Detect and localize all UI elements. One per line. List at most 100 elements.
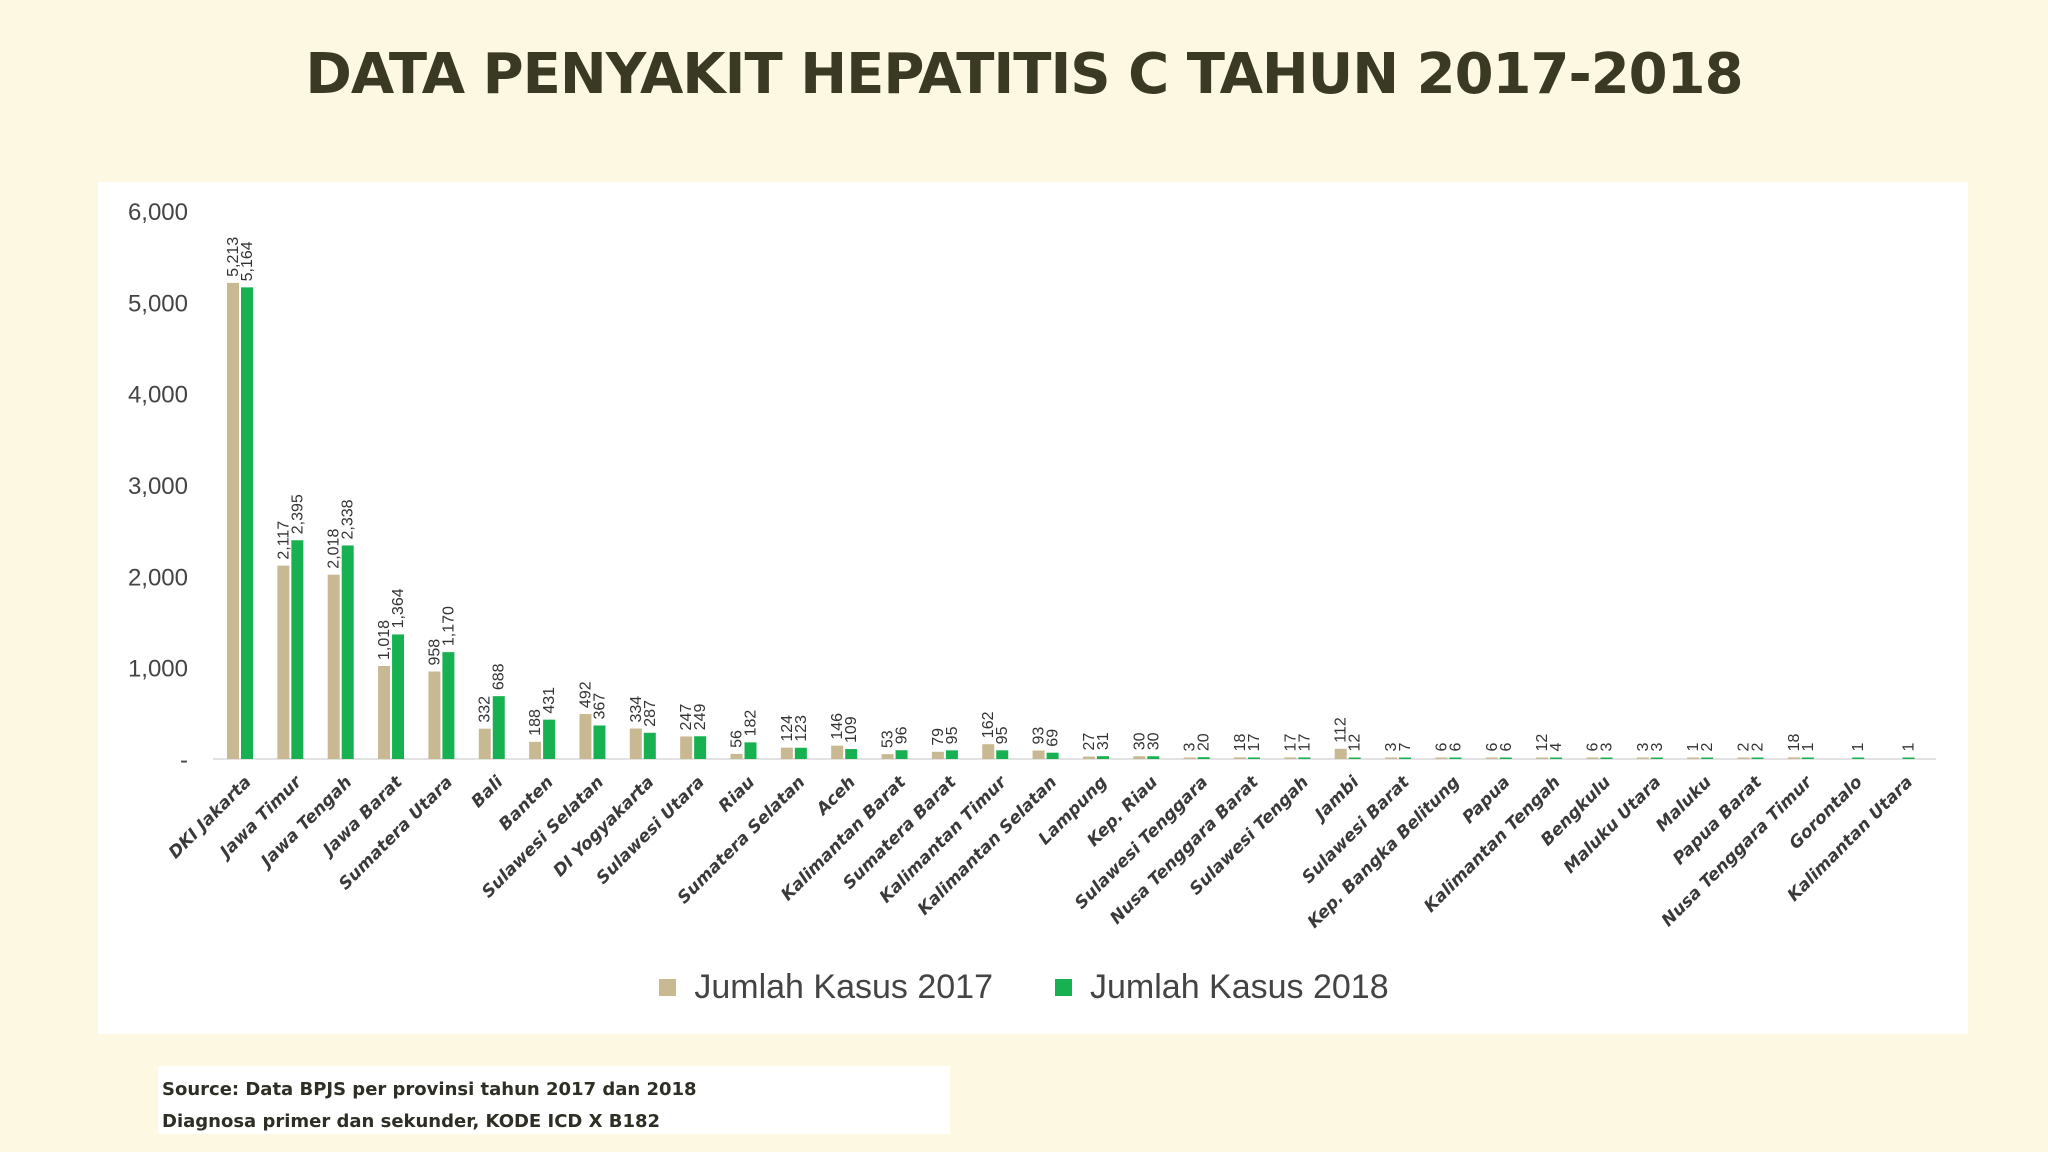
bar-2018 xyxy=(1852,757,1865,759)
data-label-2017: 1 xyxy=(1685,743,1702,752)
data-label-2018: 12 xyxy=(1347,734,1364,752)
data-label-2017: 112 xyxy=(1333,717,1350,743)
data-label-2017: 492 xyxy=(577,681,594,708)
data-label-2018: 1 xyxy=(1901,743,1918,752)
data-label-2018: 688 xyxy=(491,663,508,690)
data-label-2017: 18 xyxy=(1232,733,1249,751)
data-label-2017: 2 xyxy=(1736,743,1753,752)
bar-2018 xyxy=(1399,757,1412,759)
bar-2017 xyxy=(529,741,542,759)
bar-2018 xyxy=(744,742,757,759)
bar-2017 xyxy=(931,751,944,759)
bar-2017 xyxy=(1586,757,1599,759)
legend-label-2017: Jumlah Kasus 2017 xyxy=(694,967,993,1006)
bar-2017 xyxy=(730,753,743,759)
data-label-2018: 95 xyxy=(994,726,1011,744)
bar-2018 xyxy=(442,652,455,759)
bar-2017 xyxy=(277,565,290,759)
bar-2018 xyxy=(1751,757,1764,759)
data-label-2017: 162 xyxy=(980,711,997,738)
bar-2018 xyxy=(945,750,958,759)
data-label-2018: 2 xyxy=(1750,743,1767,752)
data-label-2018: 96 xyxy=(894,726,911,744)
legend-swatch-2018 xyxy=(1055,978,1072,996)
data-label-2017: 3 xyxy=(1182,743,1199,752)
data-label-2018: 5,164 xyxy=(239,241,256,281)
bar-2018 xyxy=(1096,756,1109,759)
data-label-2017: 188 xyxy=(527,709,544,736)
bar-2018 xyxy=(1650,757,1663,759)
category-label: Aceh xyxy=(811,772,859,820)
data-label-2018: 2,395 xyxy=(289,494,306,534)
data-label-2017: 146 xyxy=(829,713,846,740)
bar-2017 xyxy=(680,736,693,759)
bar-2018 xyxy=(1449,757,1462,759)
data-label-2018: 287 xyxy=(642,700,659,727)
data-label-2017: 5,213 xyxy=(225,237,242,277)
bar-2017 xyxy=(1334,748,1347,759)
data-label-2018: 17 xyxy=(1296,734,1313,752)
data-label-2017: 2,117 xyxy=(275,521,292,560)
data-label-2018: 20 xyxy=(1196,733,1213,751)
bar-2018 xyxy=(492,696,505,759)
data-label-2017: 56 xyxy=(729,730,746,748)
data-label-2017: 12 xyxy=(1534,734,1551,752)
data-label-2018: 367 xyxy=(591,693,608,720)
data-label-2017: 124 xyxy=(779,715,796,742)
source-note: Source: Data BPJS per provinsi tahun 201… xyxy=(158,1066,950,1134)
data-label-2018: 69 xyxy=(1045,729,1062,747)
data-label-2017: 79 xyxy=(930,728,947,746)
bar-2017 xyxy=(881,754,894,759)
bar-2018 xyxy=(1701,757,1714,759)
bar-2018 xyxy=(1801,757,1814,759)
legend-label-2018: Jumlah Kasus 2018 xyxy=(1090,967,1389,1006)
bar-2018 xyxy=(1348,757,1361,759)
bar-2018 xyxy=(392,634,405,759)
data-label-2018: 123 xyxy=(793,715,810,742)
bar-2017 xyxy=(1687,757,1700,759)
bar-2017 xyxy=(1485,757,1498,759)
bar-2017 xyxy=(629,728,642,759)
data-label-2018: 109 xyxy=(843,716,860,743)
bar-2017 xyxy=(1133,756,1146,759)
bar-2017 xyxy=(1536,757,1549,759)
data-label-2017: 6 xyxy=(1484,743,1501,752)
bar-2018 xyxy=(341,545,354,759)
data-label-2017: 332 xyxy=(477,696,494,723)
data-label-2017: 1,018 xyxy=(376,620,393,660)
category-label: Riau xyxy=(715,772,759,816)
bar-2017 xyxy=(1183,757,1196,759)
bar-2018 xyxy=(1902,757,1915,759)
legend-item-2017: Jumlah Kasus 2017 xyxy=(659,968,993,1007)
bar-2017 xyxy=(579,714,592,759)
bar-2018 xyxy=(794,747,807,759)
bar-2017 xyxy=(478,728,491,759)
data-label-2018: 4 xyxy=(1548,743,1565,752)
bar-2017 xyxy=(1385,757,1398,759)
bar-2017 xyxy=(428,671,441,759)
data-label-2018: 6 xyxy=(1498,743,1515,752)
bar-2018 xyxy=(694,736,707,759)
data-label-2017: 247 xyxy=(678,704,695,731)
bar-2018 xyxy=(1499,757,1512,759)
bar-2018 xyxy=(1046,752,1059,759)
bar-2017 xyxy=(1737,757,1750,759)
data-label-2018: 31 xyxy=(1095,732,1112,750)
data-label-2018: 249 xyxy=(692,703,709,730)
bar-2018 xyxy=(643,732,656,759)
bar-2018 xyxy=(1248,757,1260,759)
data-label-2018: 1 xyxy=(1850,743,1867,752)
data-label-2017: 2,018 xyxy=(326,529,343,569)
data-label-2017: 3 xyxy=(1635,743,1652,752)
y-tick-label: 5,000 xyxy=(128,290,188,317)
bar-2018 xyxy=(845,749,858,759)
bar-chart: - 1,000 2,000 3,000 4,000 5,000 6,000 5,2135,16… xyxy=(128,199,1936,932)
y-tick-label: 2,000 xyxy=(128,564,188,591)
bar-2017 xyxy=(780,747,793,759)
bar-2017 xyxy=(831,745,844,759)
data-label-2018: 7 xyxy=(1397,743,1414,752)
chart-legend: Jumlah Kasus 2017 Jumlah Kasus 2018 xyxy=(0,962,2048,1012)
source-line-1: Source: Data BPJS per provinsi tahun 201… xyxy=(162,1079,697,1100)
bar-2018 xyxy=(1298,757,1311,759)
data-label-2017: 6 xyxy=(1584,743,1601,752)
